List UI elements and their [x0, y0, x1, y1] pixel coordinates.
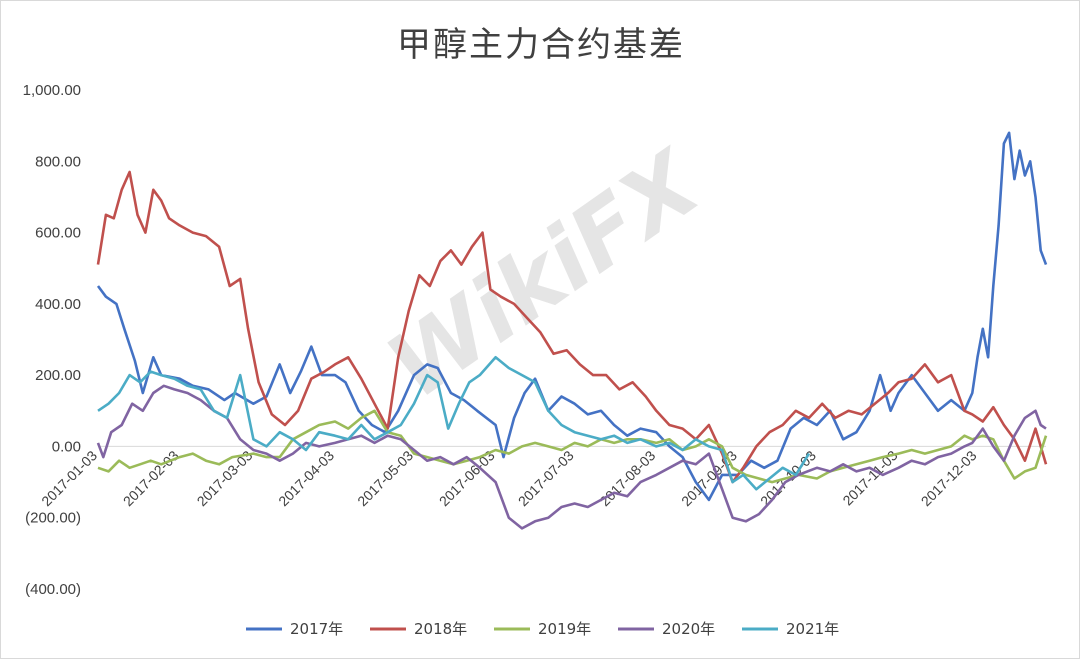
x-tick-label: 2017-04-03 — [275, 447, 337, 509]
y-tick-label: 200.00 — [35, 367, 81, 384]
x-tick-label: 2017-05-03 — [354, 447, 416, 509]
y-axis: 1,000.00 800.00 600.00 400.00 200.00 0.00 (200… — [23, 82, 81, 598]
y-tick-label: (200.00) — [25, 510, 81, 527]
x-tick-label: 2017-03-03 — [194, 447, 256, 509]
y-tick-label: 800.00 — [35, 153, 81, 170]
series-line-2017年 — [96, 131, 1048, 502]
x-tick-label: 2017-02-03 — [120, 447, 182, 509]
y-tick-label: (400.00) — [25, 581, 81, 598]
chart-title: 甲醇主力合约基差 — [397, 25, 685, 65]
x-tick-label: 2017-12-03 — [918, 447, 980, 509]
legend-label: 2019年 — [538, 620, 591, 638]
y-tick-label: 0.00 — [52, 438, 81, 455]
series-line-2018年 — [96, 170, 1048, 484]
watermark-layer: WikiFX — [369, 130, 721, 420]
series-line-2019年 — [97, 409, 1048, 484]
series-line-2021年 — [97, 355, 811, 491]
watermark-text: WikiFX — [369, 130, 721, 420]
legend-label: 2017年 — [290, 620, 343, 638]
series-lines — [96, 131, 1048, 530]
legend: 2017年 2018年 2019年 2020年 2021年 — [246, 620, 839, 638]
x-tick-label: 2017-07-03 — [515, 447, 577, 509]
y-tick-label: 400.00 — [35, 296, 81, 313]
legend-label: 2021年 — [786, 620, 839, 638]
legend-label: 2018年 — [414, 620, 467, 638]
y-tick-label: 1,000.00 — [23, 82, 81, 99]
series-line-2020年 — [96, 384, 1047, 530]
y-tick-label: 600.00 — [35, 225, 81, 242]
x-tick-label: 2017-01-03 — [38, 447, 100, 509]
legend-label: 2020年 — [662, 620, 715, 638]
